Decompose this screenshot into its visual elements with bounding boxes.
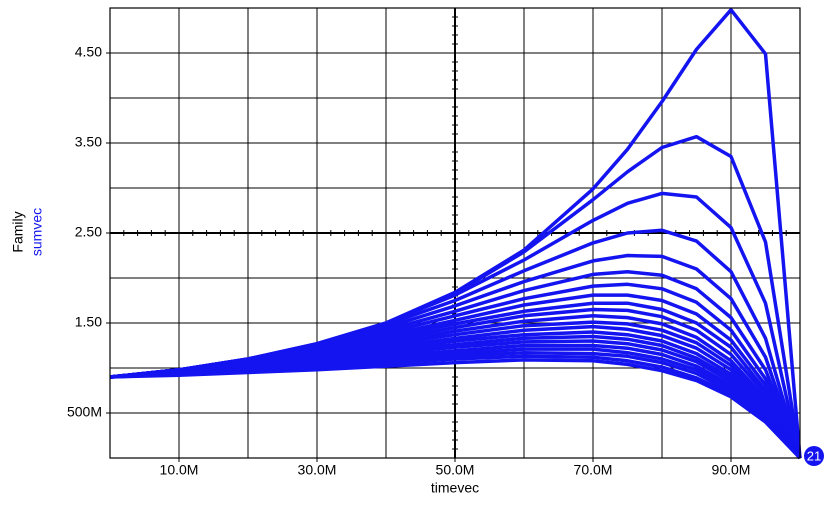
- y-tick-label: 2.50: [75, 224, 102, 240]
- marker-label: 21: [807, 448, 821, 463]
- y-tick-label: 1.50: [75, 314, 102, 330]
- x-tick-label: 10.0M: [160, 462, 199, 478]
- curves: [109, 8, 802, 460]
- x-tick-label: 50.0M: [436, 462, 475, 478]
- x-axis-title: timevec: [431, 480, 479, 496]
- y-axis-title: Family: [10, 211, 26, 252]
- y-axis-subtitle: sumvec: [29, 208, 45, 256]
- x-tick-label: 70.0M: [574, 462, 613, 478]
- y-tick-label: 4.50: [75, 44, 102, 60]
- y-tick-label: 3.50: [75, 134, 102, 150]
- x-tick-label: 30.0M: [298, 462, 337, 478]
- y-tick-label: 500M: [67, 404, 102, 420]
- curve: [109, 350, 802, 460]
- marker-badge: [804, 446, 824, 466]
- curve: [109, 358, 802, 460]
- plot-frame: [109, 7, 801, 459]
- x-tick-label: 90.0M: [712, 462, 751, 478]
